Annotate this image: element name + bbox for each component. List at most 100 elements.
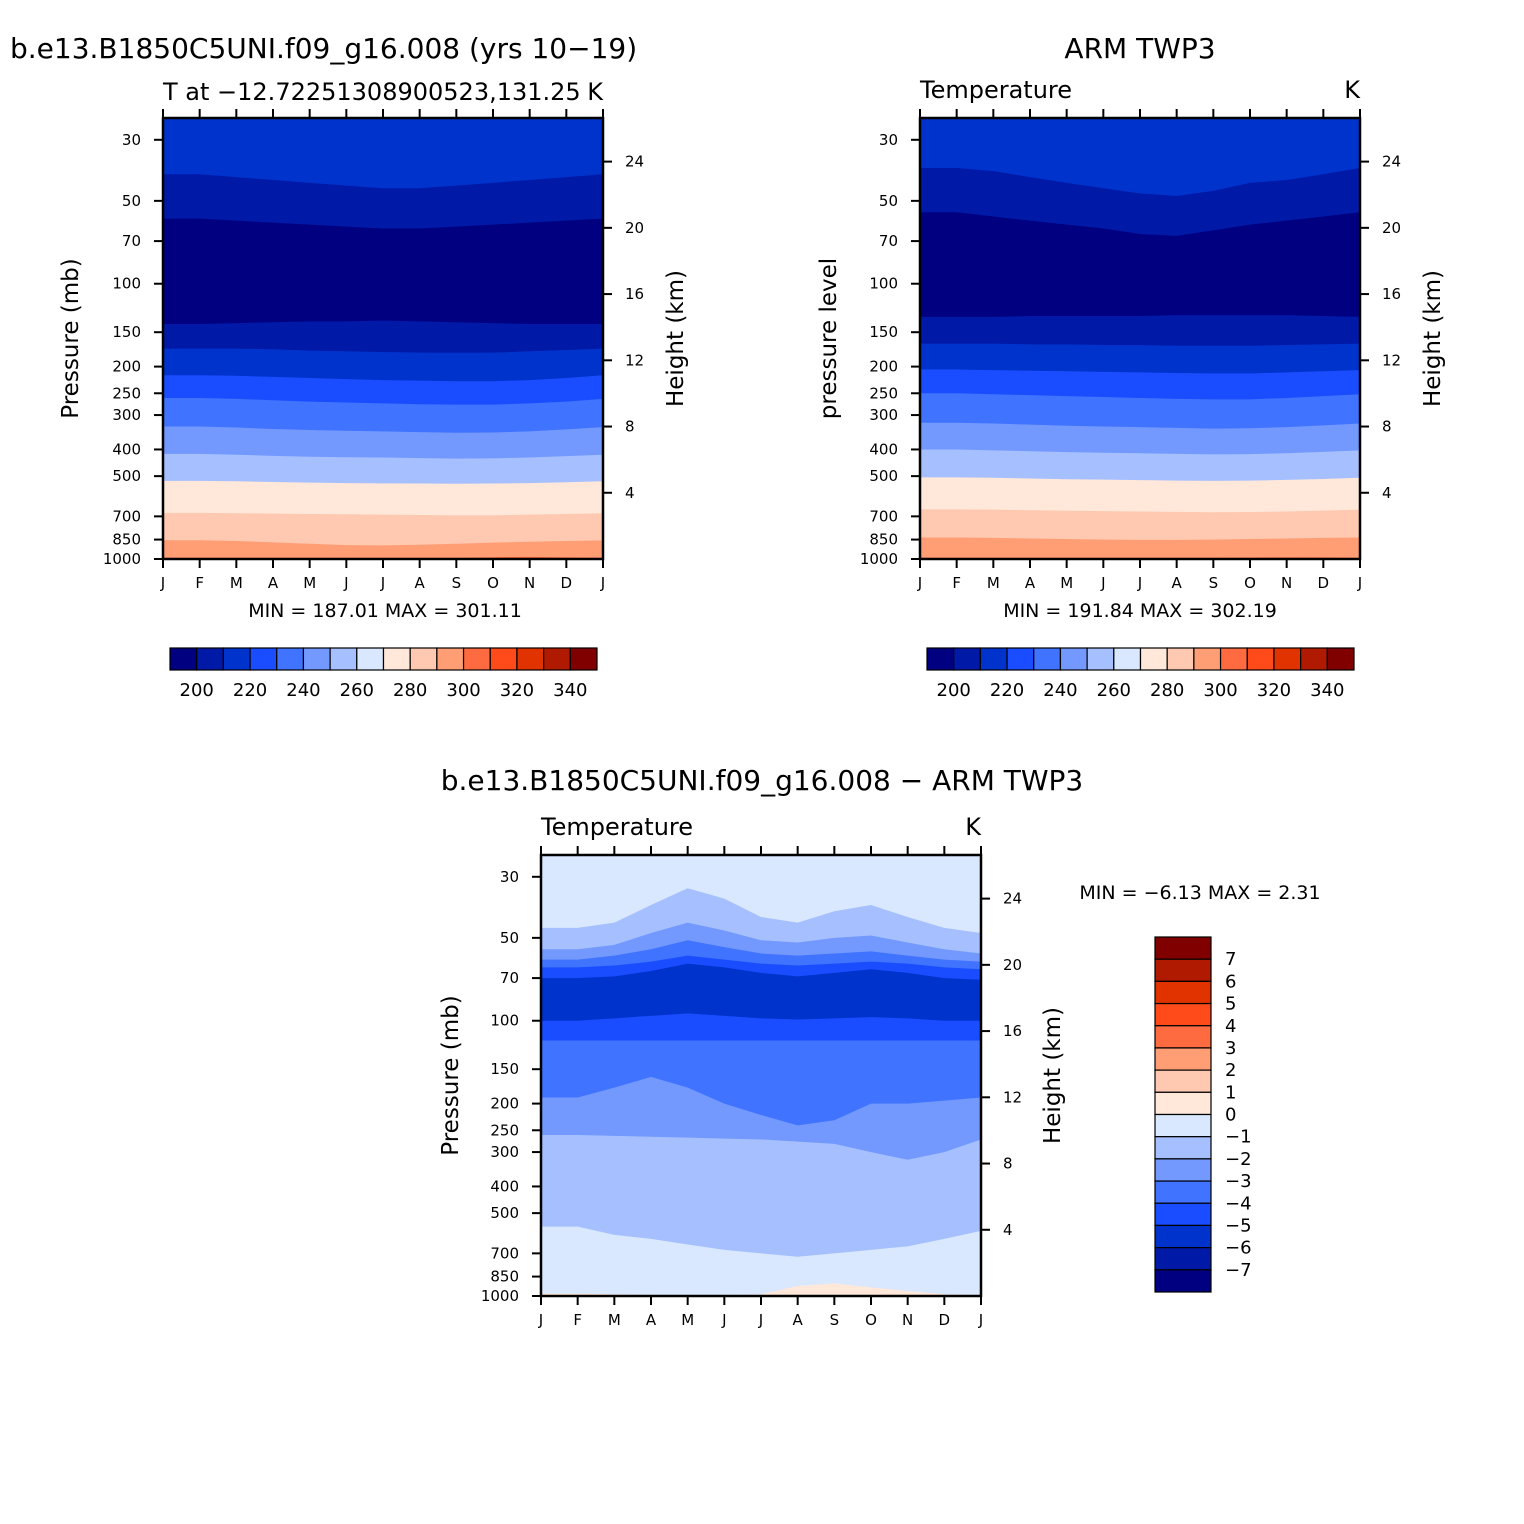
colorbar-label: −6 bbox=[1225, 1238, 1252, 1259]
y-axis-title-right: Height (km) bbox=[1040, 1007, 1066, 1144]
colorbar-label: 340 bbox=[1310, 680, 1344, 701]
y-tick-label: 30 bbox=[122, 131, 141, 149]
colorbar-box bbox=[169, 647, 198, 671]
x-tick-label: N bbox=[524, 574, 535, 592]
y-tick-right-label: 12 bbox=[1003, 1088, 1022, 1106]
x-tick-label: M bbox=[1060, 574, 1073, 592]
colorbar-box bbox=[436, 647, 465, 671]
y-tick-right-label: 12 bbox=[1382, 351, 1401, 369]
title-bottom: b.e13.B1850C5UNI.f09_g16.008 − ARM TWP3 bbox=[441, 764, 1084, 797]
y-tick-label: 70 bbox=[879, 232, 898, 250]
y-tick-label: 700 bbox=[112, 507, 141, 525]
y-tick-right-label: 24 bbox=[1382, 153, 1401, 171]
colorbar-box bbox=[356, 647, 385, 671]
y-tick-label: 150 bbox=[869, 323, 898, 341]
y-tick-label: 250 bbox=[869, 384, 898, 402]
x-tick-label: M bbox=[987, 574, 1000, 592]
title-top-left: b.e13.B1850C5UNI.f09_g16.008 (yrs 10−19) bbox=[10, 32, 637, 65]
y-tick-label: 50 bbox=[122, 192, 141, 210]
colorbar-box bbox=[1300, 647, 1328, 671]
contour-band-11 bbox=[163, 540, 603, 559]
y-tick-label: 300 bbox=[112, 406, 141, 424]
y-tick-label: 100 bbox=[869, 275, 898, 293]
colorbar-label: 300 bbox=[1203, 680, 1237, 701]
colorbar-box bbox=[953, 647, 981, 671]
contour-band-11 bbox=[541, 1283, 981, 1296]
min-max-label: MIN = 191.84 MAX = 302.19 bbox=[1003, 600, 1277, 622]
y-tick-label: 200 bbox=[112, 358, 141, 376]
colorbar-box bbox=[1193, 647, 1222, 671]
subtitle-left: Temperature bbox=[540, 813, 693, 841]
y-tick-label: 100 bbox=[112, 275, 141, 293]
y-tick-label: 250 bbox=[112, 384, 141, 402]
x-tick-label: O bbox=[865, 1311, 877, 1329]
x-tick-label: J bbox=[538, 1311, 543, 1329]
colorbar-label: −4 bbox=[1225, 1193, 1252, 1214]
colorbar-box bbox=[1154, 1269, 1212, 1293]
y-tick-label: 850 bbox=[869, 531, 898, 549]
colorbar-box bbox=[1166, 647, 1195, 671]
x-tick-label: F bbox=[952, 574, 961, 592]
colorbar-box bbox=[1154, 1069, 1212, 1093]
colorbar-label: 200 bbox=[180, 680, 214, 701]
y-tick-label: 400 bbox=[869, 440, 898, 458]
y-tick-label: 400 bbox=[112, 440, 141, 458]
y-tick-label: 50 bbox=[879, 192, 898, 210]
colorbar-label: 260 bbox=[1097, 680, 1131, 701]
colorbar-box bbox=[1154, 1002, 1212, 1027]
colorbar-label: 320 bbox=[1257, 680, 1291, 701]
colorbar-label: 340 bbox=[553, 680, 587, 701]
x-tick-label: D bbox=[1318, 574, 1330, 592]
x-tick-label: M bbox=[608, 1311, 621, 1329]
y-tick-right-label: 16 bbox=[1382, 285, 1401, 303]
colorbar-box bbox=[1113, 647, 1142, 671]
colorbar-label: 280 bbox=[1150, 680, 1184, 701]
colorbar-box bbox=[1273, 647, 1302, 671]
x-tick-label: A bbox=[646, 1311, 657, 1329]
y-tick-right-label: 24 bbox=[1003, 890, 1022, 908]
x-tick-label: A bbox=[1172, 574, 1183, 592]
y-tick-label: 500 bbox=[112, 467, 141, 485]
colorbar-label: 7 bbox=[1225, 949, 1236, 970]
colorbar-box bbox=[302, 647, 331, 671]
x-tick-label: J bbox=[1100, 574, 1105, 592]
colorbar-box bbox=[1154, 980, 1212, 1005]
colorbar-label: 240 bbox=[1043, 680, 1077, 701]
colorbar-box bbox=[382, 647, 411, 671]
colorbar-box bbox=[222, 647, 251, 671]
colorbar-label: 240 bbox=[286, 680, 320, 701]
colorbar-box bbox=[1326, 647, 1355, 671]
x-tick-label: J bbox=[758, 1311, 763, 1329]
x-tick-label: D bbox=[939, 1311, 951, 1329]
x-tick-label: J bbox=[978, 1311, 983, 1329]
y-tick-right-label: 20 bbox=[1382, 219, 1401, 237]
colorbar-label: −3 bbox=[1225, 1171, 1252, 1192]
x-tick-label: J bbox=[343, 574, 348, 592]
y-tick-label: 100 bbox=[490, 1012, 519, 1030]
y-tick-label: 850 bbox=[112, 531, 141, 549]
x-tick-label: J bbox=[600, 574, 605, 592]
x-tick-label: A bbox=[1025, 574, 1036, 592]
colorbar-box bbox=[1154, 1113, 1212, 1138]
colorbar-label: −1 bbox=[1225, 1127, 1252, 1148]
subtitle-right: K bbox=[965, 813, 982, 841]
y-tick-right-label: 20 bbox=[1003, 956, 1022, 974]
y-tick-label: 70 bbox=[500, 969, 519, 987]
y-tick-label: 30 bbox=[879, 131, 898, 149]
colorbar-box bbox=[276, 647, 305, 671]
subtitle-right: K bbox=[587, 78, 604, 106]
colorbar-box bbox=[329, 647, 358, 671]
y-tick-right-label: 20 bbox=[625, 219, 644, 237]
y-tick-right-label: 24 bbox=[625, 153, 644, 171]
colorbar-box bbox=[1086, 647, 1115, 671]
colorbar-box bbox=[196, 647, 224, 671]
y-axis-title-right: Height (km) bbox=[1420, 270, 1446, 407]
colorbar-box bbox=[1246, 647, 1275, 671]
colorbar-box bbox=[569, 647, 598, 671]
colorbar-label: 2 bbox=[1225, 1060, 1236, 1081]
x-tick-label: A bbox=[415, 574, 426, 592]
colorbar-box bbox=[1154, 1025, 1212, 1049]
colorbar-box bbox=[1154, 1202, 1212, 1227]
colorbar-label: −7 bbox=[1225, 1260, 1252, 1281]
